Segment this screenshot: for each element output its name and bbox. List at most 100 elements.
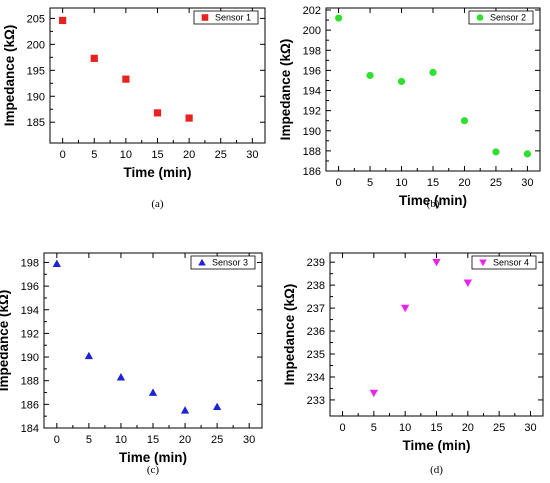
data-point	[116, 373, 126, 381]
data-point	[397, 77, 406, 86]
legend-label: Sensor 3	[212, 258, 248, 268]
y-tick-label: 184	[21, 423, 39, 435]
x-tick-label: 20	[179, 434, 191, 446]
x-axis-title: Time (min)	[402, 438, 470, 453]
panel-caption: (d)	[430, 464, 443, 476]
data-point	[212, 402, 222, 411]
legend-label: Sensor 2	[490, 13, 526, 23]
data-point	[52, 259, 61, 267]
x-tick-label: 5	[91, 149, 97, 161]
y-tick-label: 192	[21, 328, 39, 340]
y-tick-label: 188	[303, 146, 321, 158]
x-tick-label: 20	[462, 422, 474, 434]
legend-box	[193, 10, 259, 25]
data-point	[334, 14, 343, 22]
x-tick-label: 5	[86, 434, 92, 446]
y-axis-title: Impedance (kΩ)	[282, 284, 297, 386]
y-tick-label: 192	[303, 106, 321, 118]
plot-frame	[43, 252, 263, 429]
x-tick-label: 30	[524, 422, 536, 434]
y-axis-title: Impedance (kΩ)	[0, 290, 11, 392]
x-tick-label: 15	[430, 422, 442, 434]
x-tick-label: 15	[147, 434, 159, 446]
x-tick-label: 0	[60, 149, 66, 161]
legend-box	[468, 10, 534, 25]
y-tick-label: 194	[303, 86, 321, 98]
plot-frame	[49, 7, 266, 144]
x-tick-label: 20	[458, 177, 470, 189]
data-point	[492, 148, 500, 156]
x-tick-label: 25	[215, 149, 227, 161]
x-tick-label: 15	[427, 177, 439, 189]
data-point	[90, 54, 98, 62]
x-tick-label: 0	[54, 434, 60, 446]
panel-caption: (c)	[147, 464, 160, 476]
y-tick-label: 190	[27, 91, 45, 103]
y-tick-label: 238	[307, 280, 325, 292]
y-tick-label: 196	[303, 65, 321, 77]
data-point	[366, 71, 374, 80]
y-tick-label: 236	[307, 326, 325, 338]
data-point	[401, 304, 410, 313]
data-point	[185, 114, 193, 122]
legend-marker	[476, 14, 484, 21]
panel-caption: (a)	[151, 198, 164, 210]
x-tick-label: 30	[246, 149, 258, 161]
data-point	[463, 279, 472, 287]
x-tick-label: 25	[211, 434, 223, 446]
y-axis-title: Impedance (kΩ)	[278, 39, 293, 141]
legend-marker	[201, 14, 209, 21]
chart-panel-1: 0 5 10 15 20 25 30 185 190 195 200 205 Time (min) Imp…	[2, 7, 266, 210]
y-tick-label: 234	[307, 372, 325, 384]
x-tick-label: 5	[371, 422, 377, 434]
x-tick-label: 25	[490, 177, 502, 189]
y-tick-label: 239	[307, 257, 325, 269]
y-tick-label: 235	[307, 349, 325, 361]
data-point	[369, 389, 378, 398]
y-tick-label: 186	[21, 399, 39, 411]
data-point	[523, 150, 532, 158]
x-axis-title: Time (min)	[399, 193, 467, 208]
x-tick-label: 20	[183, 149, 195, 161]
x-tick-label: 0	[339, 422, 345, 434]
x-tick-label: 10	[395, 177, 407, 189]
x-tick-label: 10	[120, 149, 132, 161]
data-point	[153, 109, 162, 117]
y-tick-label: 196	[21, 281, 39, 293]
y-tick-label: 237	[307, 303, 325, 315]
x-tick-label: 25	[493, 422, 505, 434]
y-tick-label: 233	[307, 395, 325, 407]
y-tick-label: 200	[303, 25, 321, 37]
legend-box	[190, 255, 256, 270]
panel-caption: (b)	[427, 198, 440, 210]
data-point	[429, 68, 437, 76]
x-tick-label: 10	[115, 434, 127, 446]
data-point	[59, 16, 67, 25]
y-tick-label: 194	[21, 305, 39, 317]
x-axis-title: Time (min)	[119, 450, 187, 465]
data-point	[148, 388, 158, 396]
y-axis-title: Impedance (kΩ)	[2, 25, 17, 127]
legend-marker	[198, 258, 206, 266]
y-tick-label: 186	[303, 166, 321, 178]
data-point	[460, 117, 469, 125]
x-tick-label: 30	[521, 177, 533, 189]
legend-marker	[479, 259, 487, 267]
legend-label: Sensor 4	[493, 258, 529, 268]
x-tick-label: 0	[336, 177, 342, 189]
y-tick-label: 198	[21, 257, 39, 269]
data-point	[122, 75, 130, 83]
y-tick-label: 200	[27, 39, 45, 51]
data-point	[432, 258, 441, 267]
data-point	[84, 351, 94, 360]
x-tick-label: 15	[151, 149, 163, 161]
chart-panel-3: 0 5 10 15 20 25 30 184 186 188 190 192 194 196 198 Time…	[0, 252, 263, 476]
chart-panel-4: 0 5 10 15 20 25 30 233 234 235 236 237 238 239 Time (m…	[282, 252, 544, 476]
y-tick-label: 202	[303, 5, 321, 17]
x-tick-label: 5	[367, 177, 373, 189]
chart-panel-2: 0 5 10 15 20 25 30 186 188 190 192 194 196 198 200 202 T…	[278, 5, 541, 210]
legend-label: Sensor 1	[215, 13, 251, 23]
y-tick-label: 205	[27, 13, 45, 25]
y-tick-label: 198	[303, 45, 321, 57]
